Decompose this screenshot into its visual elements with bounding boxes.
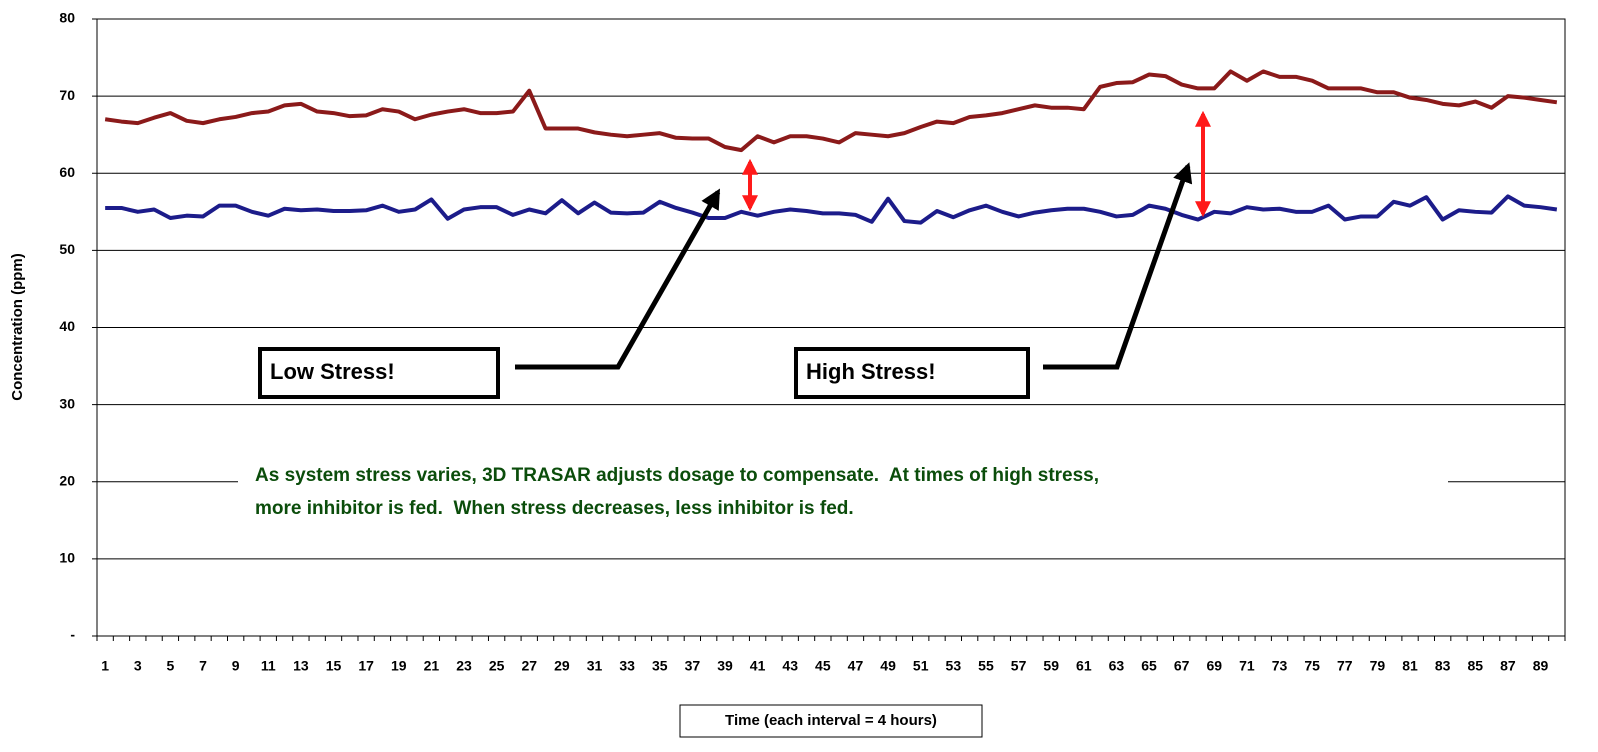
x-tick-label: 27 bbox=[521, 658, 537, 674]
x-tick-label: 63 bbox=[1109, 658, 1125, 674]
x-tick-label: 59 bbox=[1043, 658, 1059, 674]
x-tick-label: 41 bbox=[750, 658, 766, 674]
x-tick-label: 57 bbox=[1011, 658, 1027, 674]
x-tick-label: 51 bbox=[913, 658, 929, 674]
x-tick-label: 19 bbox=[391, 658, 407, 674]
x-tick-label: 49 bbox=[880, 658, 896, 674]
x-tick-label: 29 bbox=[554, 658, 570, 674]
x-tick-label: 1 bbox=[101, 658, 109, 674]
annotation: more inhibitor is fed. When stress decre… bbox=[255, 498, 854, 519]
x-tick-label: 87 bbox=[1500, 658, 1516, 674]
series-line bbox=[105, 194, 1558, 225]
x-tick-label: 83 bbox=[1435, 658, 1451, 674]
annotation-bg bbox=[238, 468, 1448, 518]
x-tick-label: 81 bbox=[1402, 658, 1418, 674]
x-tick-label: 11 bbox=[261, 658, 276, 674]
y-tick-label: 70 bbox=[59, 87, 75, 103]
y-axis-title: Concentration (ppm) bbox=[9, 253, 26, 401]
x-tick-label: 55 bbox=[978, 658, 994, 674]
x-tick-label: 39 bbox=[717, 658, 733, 674]
x-tick-label: 73 bbox=[1272, 658, 1288, 674]
arrow bbox=[1043, 162, 1193, 370]
x-tick-label: 75 bbox=[1304, 658, 1320, 674]
x-tick-label: 43 bbox=[782, 658, 798, 674]
x-tick-label: 31 bbox=[587, 658, 603, 674]
y-tick-label: 60 bbox=[59, 164, 75, 180]
x-tick-label: 71 bbox=[1239, 658, 1255, 674]
x-tick-label: 9 bbox=[232, 658, 240, 674]
y-tick-label: 10 bbox=[59, 550, 75, 566]
callout-box bbox=[794, 347, 1030, 399]
x-tick-label: 65 bbox=[1141, 658, 1157, 674]
x-tick-label: 35 bbox=[652, 658, 668, 674]
y-tick-label: 40 bbox=[59, 318, 75, 334]
x-tick-label: 21 bbox=[424, 658, 440, 674]
x-tick-label: 85 bbox=[1467, 658, 1483, 674]
x-title-box bbox=[679, 704, 983, 738]
x-tick-label: 23 bbox=[456, 658, 472, 674]
x-tick-label: 69 bbox=[1207, 658, 1223, 674]
x-tick-label: 33 bbox=[619, 658, 635, 674]
callout: Low Stress! bbox=[270, 359, 395, 384]
x-tick-label: 47 bbox=[848, 658, 864, 674]
annotation: As system stress varies, 3D TRASAR adjus… bbox=[255, 465, 1099, 486]
x-tick-label: 77 bbox=[1337, 658, 1353, 674]
x-tick-label: 89 bbox=[1533, 658, 1549, 674]
x-tick-label: 5 bbox=[167, 658, 175, 674]
y-tick-label: 20 bbox=[59, 472, 75, 488]
plot-border bbox=[96, 18, 1566, 637]
x-tick-label: 53 bbox=[946, 658, 962, 674]
y-tick-label: 80 bbox=[59, 10, 75, 26]
y-tick-label: 50 bbox=[59, 241, 75, 257]
x-tick-label: 7 bbox=[199, 658, 207, 674]
series-line bbox=[104, 69, 1558, 153]
x-tick-label: 3 bbox=[134, 658, 142, 674]
y-tick-label: - bbox=[70, 627, 75, 643]
x-tick-label: 25 bbox=[489, 658, 505, 674]
x-tick-label: 79 bbox=[1370, 658, 1386, 674]
callout-box bbox=[258, 347, 500, 399]
y-tick-label: 30 bbox=[59, 395, 75, 411]
x-tick-label: 45 bbox=[815, 658, 831, 674]
x-tick-label: 61 bbox=[1076, 658, 1092, 674]
callout: High Stress! bbox=[806, 359, 936, 384]
x-axis-title: Time (each interval = 4 hours) bbox=[725, 712, 937, 729]
x-tick-label: 15 bbox=[326, 658, 342, 674]
x-tick-label: 13 bbox=[293, 658, 309, 674]
x-tick-label: 37 bbox=[685, 658, 701, 674]
x-tick-label: 17 bbox=[358, 658, 374, 674]
arrow bbox=[515, 188, 721, 370]
x-tick-label: 67 bbox=[1174, 658, 1190, 674]
